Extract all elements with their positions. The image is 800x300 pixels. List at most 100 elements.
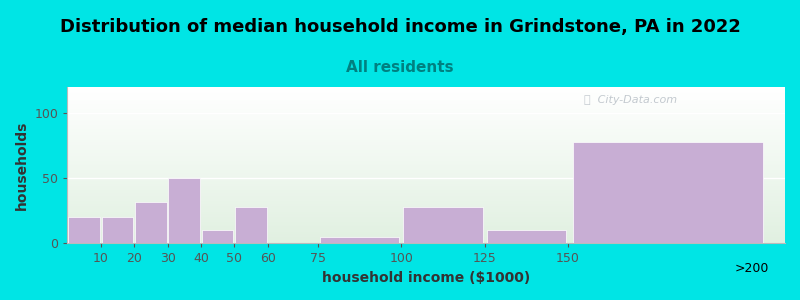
Bar — [67, 168, 785, 170]
X-axis label: household income ($1000): household income ($1000) — [322, 271, 530, 285]
Bar — [67, 112, 785, 114]
Bar — [67, 242, 785, 243]
Bar — [67, 136, 785, 137]
Bar — [67, 137, 785, 139]
Bar — [67, 228, 785, 229]
Bar — [67, 162, 785, 164]
Bar — [68, 217, 100, 243]
Bar — [67, 106, 785, 107]
Bar — [67, 145, 785, 146]
Bar — [67, 107, 785, 109]
Bar — [67, 118, 785, 120]
Bar — [235, 207, 267, 243]
Bar — [67, 140, 785, 142]
Bar — [67, 220, 785, 221]
Bar — [67, 167, 785, 168]
Bar — [67, 117, 785, 118]
Bar — [403, 207, 482, 243]
Bar — [67, 200, 785, 201]
Bar — [67, 187, 785, 189]
Bar — [67, 128, 785, 129]
Bar — [67, 143, 785, 145]
Bar — [67, 185, 785, 187]
Bar — [67, 95, 785, 96]
Bar — [67, 192, 785, 194]
Text: Distribution of median household income in Grindstone, PA in 2022: Distribution of median household income … — [59, 18, 741, 36]
Bar — [67, 236, 785, 237]
Bar — [67, 211, 785, 212]
Bar — [67, 124, 785, 126]
Bar — [67, 98, 785, 100]
Bar — [67, 237, 785, 239]
Bar — [67, 96, 785, 98]
Bar — [67, 103, 785, 104]
Bar — [67, 109, 785, 110]
Bar — [67, 170, 785, 172]
Bar — [67, 93, 785, 95]
Bar — [67, 217, 785, 218]
Bar — [67, 165, 785, 167]
Bar — [573, 142, 763, 243]
Bar — [67, 226, 785, 228]
Bar — [67, 214, 785, 215]
Bar — [67, 195, 785, 196]
Bar — [67, 134, 785, 136]
Bar — [67, 178, 785, 179]
Bar — [67, 88, 785, 90]
Bar — [67, 172, 785, 173]
Bar — [67, 215, 785, 217]
Bar — [67, 148, 785, 150]
Bar — [67, 198, 785, 200]
Bar — [67, 179, 785, 181]
Bar — [67, 142, 785, 143]
Bar — [169, 178, 200, 243]
Bar — [67, 120, 785, 122]
Bar — [67, 240, 785, 242]
Bar — [67, 90, 785, 92]
Bar — [102, 217, 134, 243]
Bar — [67, 87, 785, 88]
Bar — [67, 182, 785, 184]
Bar — [67, 221, 785, 223]
Bar — [202, 230, 234, 243]
Bar — [67, 153, 785, 154]
Bar — [67, 175, 785, 176]
Bar — [67, 164, 785, 165]
Bar — [67, 207, 785, 209]
Bar — [67, 239, 785, 240]
Bar — [67, 100, 785, 101]
Bar — [67, 234, 785, 236]
Bar — [67, 201, 785, 203]
Bar — [67, 110, 785, 112]
Bar — [67, 126, 785, 128]
Bar — [67, 139, 785, 140]
Bar — [67, 232, 785, 234]
Bar — [67, 225, 785, 226]
Text: All residents: All residents — [346, 60, 454, 75]
Bar — [67, 218, 785, 220]
Bar — [67, 101, 785, 103]
Bar — [67, 114, 785, 115]
Bar — [67, 151, 785, 153]
Bar — [67, 154, 785, 156]
Bar — [67, 158, 785, 159]
Bar — [67, 184, 785, 185]
Bar — [67, 160, 785, 162]
Bar — [67, 122, 785, 123]
Bar — [67, 206, 785, 207]
Bar — [67, 194, 785, 195]
Bar — [320, 237, 399, 243]
Bar — [67, 176, 785, 178]
Bar — [67, 229, 785, 231]
Bar — [67, 92, 785, 93]
Bar — [486, 230, 566, 243]
Bar — [67, 189, 785, 190]
Bar — [67, 190, 785, 192]
Bar — [67, 123, 785, 124]
Bar — [67, 223, 785, 225]
Bar — [135, 202, 166, 243]
Bar — [67, 203, 785, 204]
Bar — [67, 181, 785, 182]
Bar — [67, 173, 785, 175]
Bar — [67, 156, 785, 158]
